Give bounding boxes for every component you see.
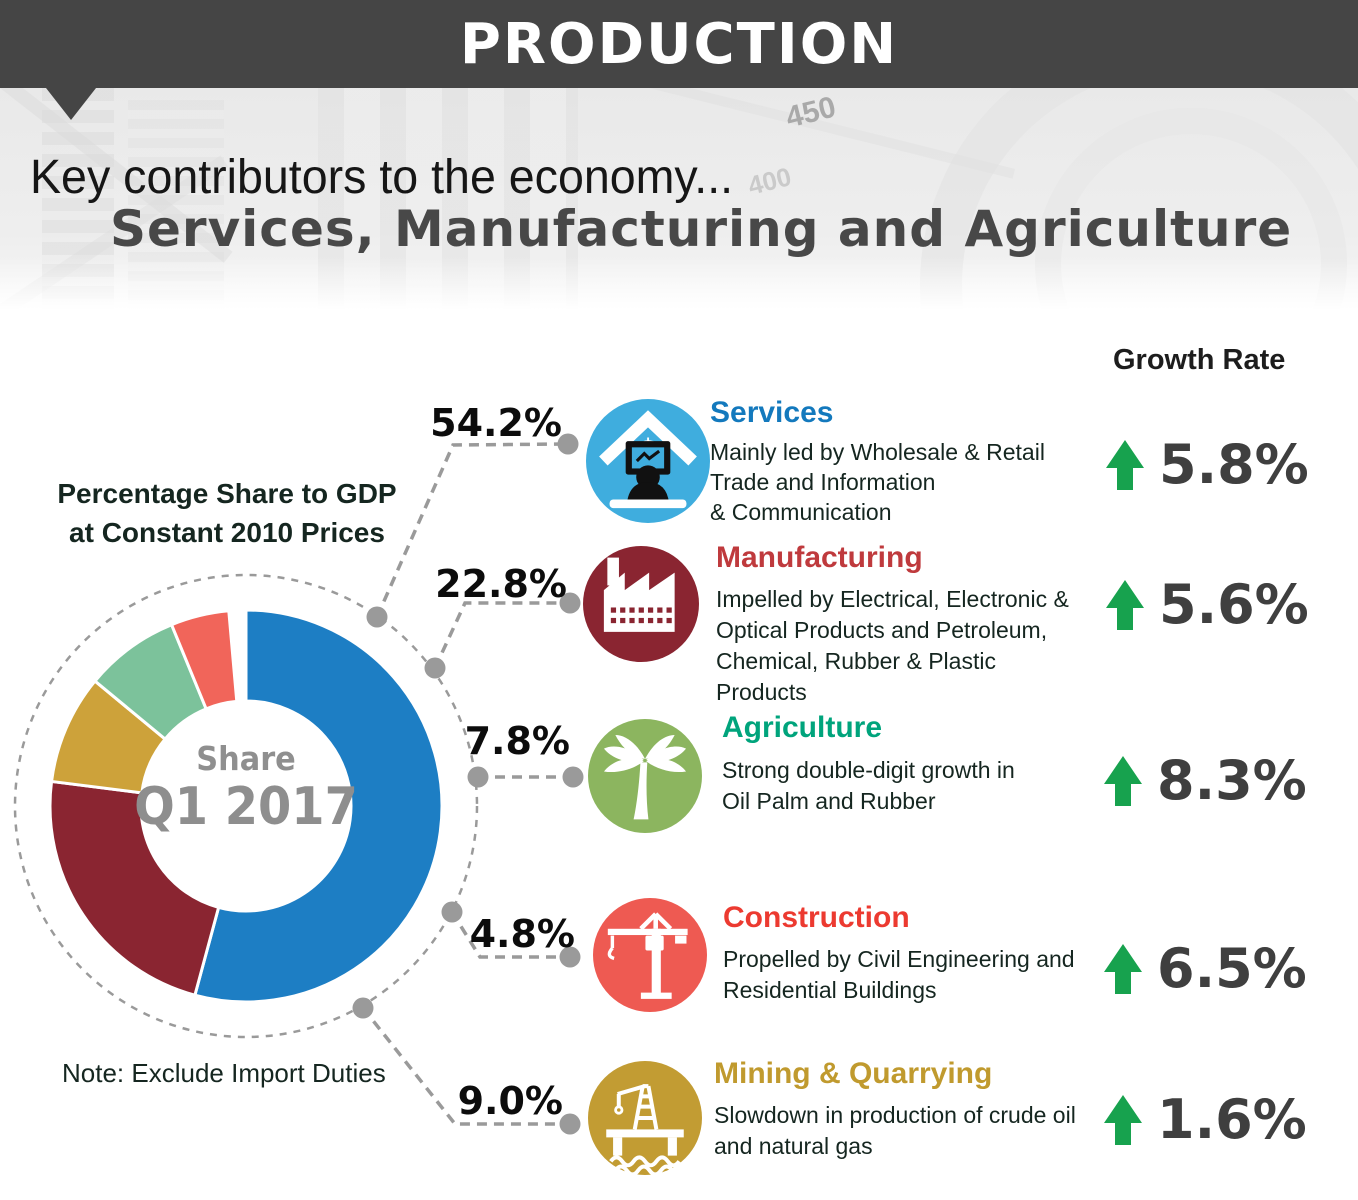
sector-title-manufacturing: Manufacturing	[716, 541, 923, 574]
agriculture-palm-icon	[588, 719, 702, 833]
growth-row-mining: 1.6%	[1104, 1093, 1307, 1147]
sector-title-construction: Construction	[723, 901, 910, 934]
share-label-manufacturing: 22.8%	[435, 562, 567, 606]
top-banner-bar	[0, 0, 1358, 88]
share-label-agriculture: 7.8%	[464, 719, 570, 763]
growth-up-arrow-icon	[1106, 440, 1144, 490]
construction-crane-icon	[593, 898, 707, 1012]
growth-row-construction: 6.5%	[1104, 942, 1307, 996]
sector-title-mining: Mining & Quarrying	[714, 1057, 993, 1090]
growth-up-arrow-icon	[1104, 1095, 1142, 1145]
photo-figure-400: 400	[744, 161, 795, 201]
sector-desc-mining: Slowdown in production of crude oil and …	[714, 1102, 1076, 1159]
growth-row-services: 5.8%	[1106, 438, 1309, 492]
growth-up-arrow-icon	[1104, 756, 1142, 806]
donut-center-share: Share	[196, 739, 296, 778]
growth-value-manufacturing: 5.6%	[1159, 573, 1309, 636]
sector-desc-services: Mainly led by Wholesale & Retail Trade a…	[710, 439, 1045, 525]
callout-dot	[424, 657, 446, 679]
callout-dot	[366, 606, 388, 628]
donut-center-period: Q1 2017	[134, 777, 358, 837]
sector-desc-manufacturing: Impelled by Electrical, Electronic & Opt…	[716, 586, 1069, 705]
factory-windows	[610, 607, 672, 624]
callout-dot	[352, 997, 374, 1019]
share-label-construction: 4.8%	[469, 912, 575, 956]
services-icon: $	[586, 399, 710, 523]
sector-title-services: Services	[710, 396, 834, 429]
chart-title-line1: Percentage Share to GDP	[57, 478, 397, 509]
growth-up-arrow-icon	[1104, 944, 1142, 994]
growth-rate-header: Growth Rate	[1113, 344, 1286, 376]
share-label-mining: 9.0%	[457, 1079, 563, 1123]
headline-sectors: Services, Manufacturing and Agriculture	[110, 200, 1293, 258]
banner-pointer-triangle	[46, 88, 96, 120]
manufacturing-icon	[583, 546, 699, 662]
growth-value-agriculture: 8.3%	[1157, 749, 1307, 812]
chart-title: Percentage Share to GDP at Constant 2010…	[22, 474, 432, 552]
headline-intro: Key contributors to the economy...	[30, 151, 734, 204]
growth-up-arrow-icon	[1106, 580, 1144, 630]
sector-desc-agriculture: Strong double-digit growth in Oil Palm a…	[722, 757, 1015, 814]
sector-desc-construction: Propelled by Civil Engineering and Resid…	[723, 946, 1075, 1003]
growth-value-mining: 1.6%	[1157, 1088, 1307, 1151]
callout-line	[433, 601, 570, 669]
growth-row-manufacturing: 5.6%	[1106, 578, 1309, 632]
callout-dot	[467, 766, 489, 788]
sector-title-agriculture: Agriculture	[722, 711, 883, 744]
mining-oil-rig-icon	[588, 1061, 702, 1175]
growth-value-construction: 6.5%	[1157, 937, 1307, 1000]
growth-value-services: 5.8%	[1159, 433, 1309, 496]
header-photo-background: 450 400	[0, 88, 1358, 310]
callout-dot	[562, 766, 584, 788]
donut-slice-construction	[170, 609, 239, 711]
chart-note: Note: Exclude Import Duties	[62, 1058, 386, 1088]
page-title: PRODUCTION	[459, 12, 899, 77]
chart-title-line2: at Constant 2010 Prices	[69, 517, 385, 548]
donut-slice-agriculture	[93, 623, 208, 741]
share-label-services: 54.2%	[430, 401, 562, 445]
donut-center-label: Share Q1 2017	[108, 739, 384, 837]
growth-row-agriculture: 8.3%	[1104, 754, 1307, 808]
